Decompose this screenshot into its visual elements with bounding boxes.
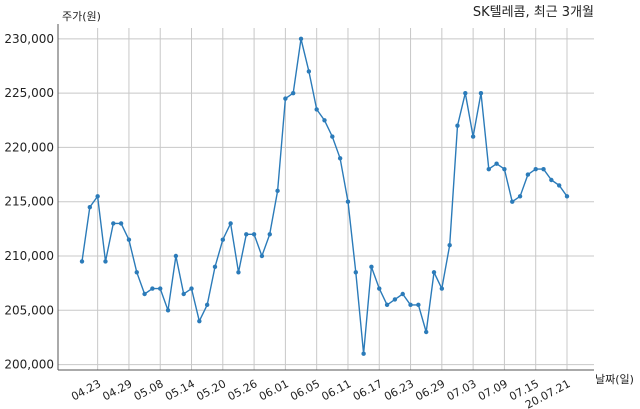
- price-point: [416, 302, 421, 308]
- price-point: [556, 183, 562, 188]
- price-point: [314, 107, 319, 112]
- x-tick-label: 04.29: [100, 377, 134, 403]
- price-point: [470, 134, 476, 139]
- price-point: [165, 308, 171, 313]
- x-tick-label: 07.09: [476, 377, 510, 403]
- price-point: [463, 90, 468, 96]
- price-point: [103, 259, 108, 264]
- price-point: [251, 232, 257, 237]
- price-point: [126, 237, 132, 242]
- y-tick-label: 210,000: [4, 249, 54, 263]
- x-tick-label: 06.17: [351, 377, 385, 403]
- price-point: [549, 177, 554, 183]
- price-point: [517, 194, 523, 199]
- price-point: [291, 90, 296, 96]
- price-point: [330, 134, 335, 139]
- x-tick-label: 05.08: [132, 377, 166, 403]
- price-point: [361, 351, 366, 356]
- x-tick-label: 05.14: [163, 377, 197, 403]
- axis-layer: [57, 24, 594, 371]
- price-point: [369, 264, 374, 270]
- y-tick-label: 220,000: [4, 140, 54, 154]
- price-point: [212, 264, 218, 270]
- price-point: [431, 270, 437, 275]
- price-point: [298, 36, 304, 42]
- price-point: [455, 123, 460, 128]
- x-tick-label: 06.05: [288, 377, 322, 403]
- price-point: [197, 318, 202, 324]
- price-point: [189, 286, 194, 291]
- price-point: [408, 302, 413, 308]
- grid-layer: [58, 28, 594, 370]
- price-point: [118, 221, 124, 226]
- price-point: [439, 286, 445, 291]
- price-point: [220, 237, 226, 242]
- x-tick-label: 05.26: [226, 377, 260, 403]
- price-point: [541, 166, 546, 172]
- price-point: [400, 291, 405, 297]
- price-point: [322, 118, 327, 123]
- price-point: [525, 172, 531, 177]
- x-tick-label: 06.23: [382, 377, 416, 403]
- price-line: [81, 38, 568, 354]
- price-point: [494, 161, 499, 166]
- price-point: [502, 166, 507, 172]
- price-point: [478, 90, 484, 96]
- price-point: [486, 166, 491, 172]
- price-point: [181, 291, 186, 297]
- y-tick-label: 205,000: [4, 303, 54, 317]
- x-axis-label: 날짜(일): [595, 372, 634, 386]
- price-point: [111, 221, 116, 226]
- x-tick-label: 04.23: [69, 377, 103, 403]
- price-point: [79, 259, 85, 264]
- x-tick-label: 05.20: [194, 377, 228, 403]
- y-tick-label: 200,000: [4, 358, 54, 372]
- price-point: [173, 253, 179, 259]
- price-point: [283, 96, 288, 101]
- price-point: [134, 270, 139, 275]
- price-point: [377, 286, 382, 291]
- x-tick-label: 06.29: [413, 377, 447, 403]
- price-point: [564, 194, 570, 199]
- price-point: [345, 199, 351, 204]
- price-point: [275, 188, 280, 194]
- x-tick-label: 06.01: [257, 377, 291, 403]
- price-point: [259, 253, 265, 259]
- price-point: [142, 291, 147, 297]
- price-point: [244, 232, 249, 237]
- price-point: [150, 286, 155, 291]
- series-layer: [79, 36, 570, 356]
- price-point: [384, 302, 390, 308]
- price-point: [87, 204, 93, 210]
- price-point: [95, 194, 100, 199]
- price-point: [447, 242, 452, 248]
- y-tick-label: 225,000: [4, 86, 54, 100]
- x-tick-label: 07.03: [445, 377, 479, 403]
- chart-title: SK텔레콤, 최근 3개월: [473, 5, 594, 20]
- price-point: [353, 270, 358, 275]
- price-point: [158, 286, 163, 291]
- x-tick-label: 06.11: [319, 377, 353, 403]
- y-tick-label: 215,000: [4, 195, 54, 209]
- price-point: [236, 270, 241, 275]
- price-point: [306, 69, 312, 74]
- y-tick-label: 230,000: [4, 32, 54, 46]
- price-point: [204, 302, 210, 308]
- price-point: [228, 221, 233, 226]
- price-point: [423, 329, 429, 335]
- price-point: [337, 156, 343, 161]
- price-point: [533, 166, 538, 172]
- price-point: [510, 199, 515, 204]
- y-axis-label: 주가(원): [62, 10, 101, 23]
- price-point: [392, 297, 398, 302]
- price-point: [267, 232, 272, 237]
